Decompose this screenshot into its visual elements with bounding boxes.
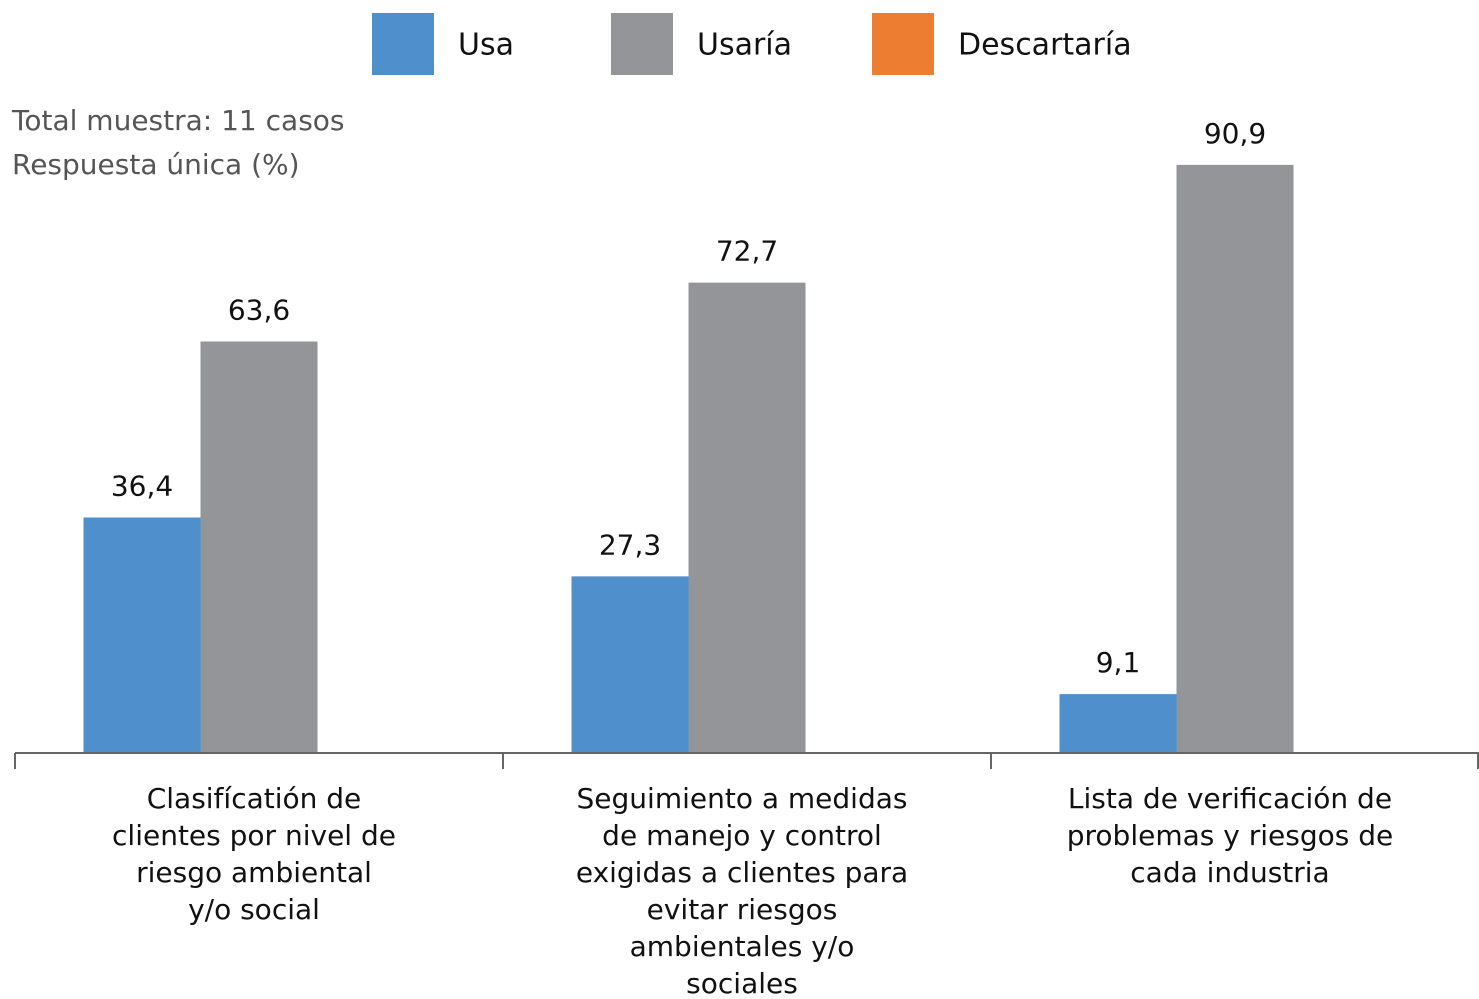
legend-label: Usa (458, 28, 514, 63)
legend-label: Descartaría (958, 28, 1132, 63)
data-label: 9,1 (1096, 646, 1141, 679)
x-tick-label: ambientales y/o (630, 930, 855, 963)
data-label: 27,3 (599, 528, 661, 561)
x-tick-label: Seguimiento a medidas (577, 782, 908, 815)
legend-swatch (611, 13, 673, 75)
legend-swatch (872, 13, 934, 75)
legend-label: Usaría (697, 28, 792, 63)
subtitle: Respuesta única (%) (12, 148, 300, 181)
bar (1059, 694, 1177, 753)
bar (688, 282, 806, 753)
x-tick-label: Clasifícatión de (147, 782, 362, 815)
bar (1176, 164, 1294, 753)
subtitle: Total muestra: 11 casos (11, 104, 345, 137)
data-label: 72,7 (716, 235, 778, 268)
bar (571, 576, 689, 753)
data-label: 63,6 (228, 294, 290, 327)
x-tick-label: clientes por nivel de (112, 819, 396, 852)
data-label: 36,4 (111, 469, 173, 502)
x-tick-label: riesgo ambiental (136, 856, 372, 889)
bar (200, 341, 318, 753)
data-label: 90,9 (1204, 117, 1266, 150)
x-tick-label: cada industria (1130, 856, 1329, 889)
x-tick-label: de manejo y control (602, 819, 882, 852)
bar (83, 517, 201, 753)
x-tick-label: y/o social (188, 893, 320, 926)
x-tick-label: sociales (686, 967, 798, 999)
x-tick-label: exigidas a clientes para (576, 856, 908, 889)
x-tick-label: problemas y riesgos de (1067, 819, 1393, 852)
legend-swatch (372, 13, 434, 75)
x-tick-label: evitar riesgos (647, 893, 838, 926)
x-tick-label: Lista de verificación de (1068, 782, 1392, 815)
